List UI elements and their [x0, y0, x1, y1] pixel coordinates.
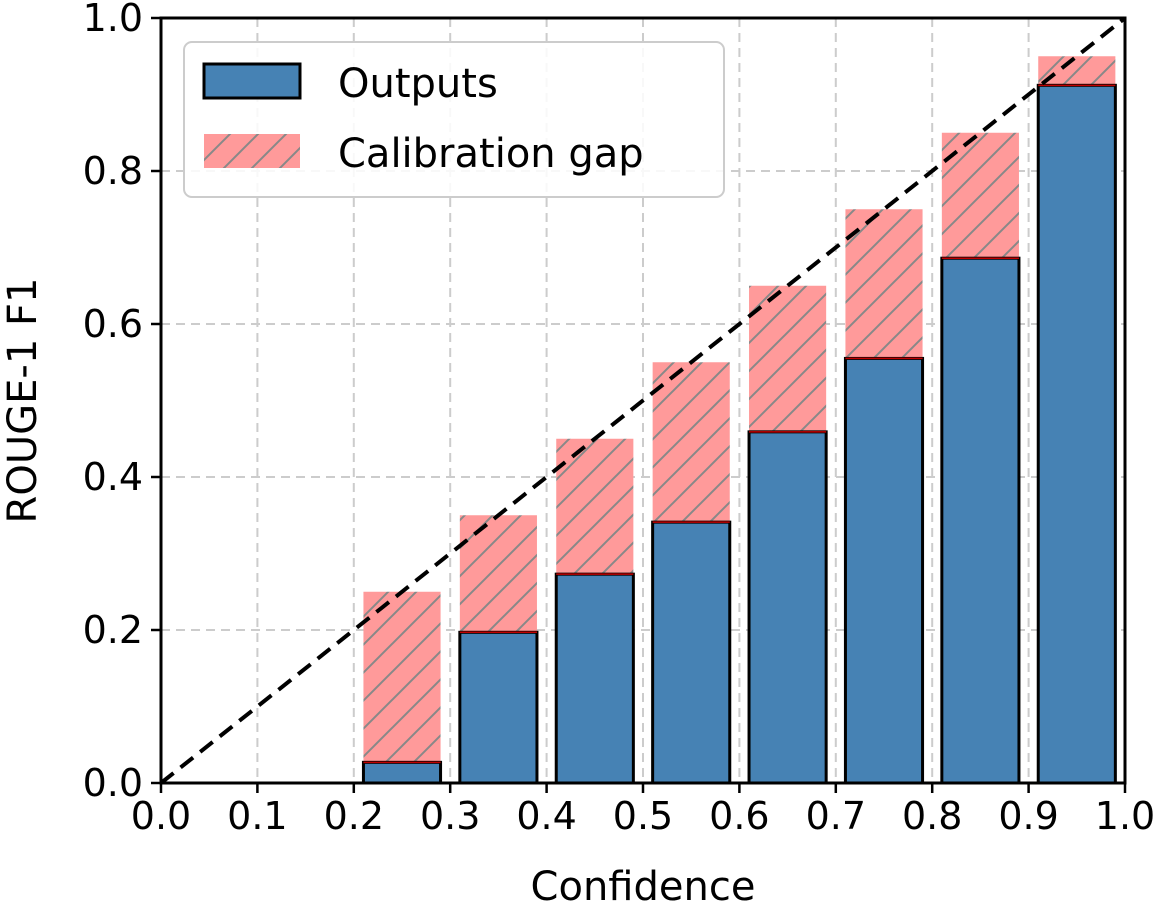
x-tick-label: 0.3 [420, 794, 480, 838]
y-axis-title: ROUGE-1 F1 [0, 278, 46, 524]
legend: Outputs Calibration gap [183, 41, 725, 198]
calibration-gap-bar [652, 362, 730, 523]
calibration-gap-bar [1038, 56, 1116, 86]
calibration-gap-bar [556, 438, 634, 575]
x-tick-label: 0.5 [613, 794, 673, 838]
calibration-gap-bar [749, 285, 827, 432]
y-tick-label: 0.8 [83, 149, 143, 193]
y-tick-label: 0.0 [83, 761, 143, 805]
legend-label-outputs: Outputs [338, 61, 498, 107]
ticks-group: 0.0 0.1 0.2 0.3 0.4 0.5 0.6 0.7 0.8 0.9 1.0 0.0 0.2 0… [83, 0, 1156, 838]
x-tick-label: 0.8 [902, 794, 962, 838]
y-tick-label: 0.4 [83, 455, 143, 499]
calibration-gap-bar [459, 515, 537, 633]
x-tick-label: 0.6 [709, 794, 769, 838]
legend-swatch-outputs [202, 62, 302, 100]
outputs-bar [651, 520, 732, 785]
x-tick-label: 0.1 [227, 794, 287, 838]
legend-label-calibration-gap: Calibration gap [338, 131, 644, 177]
calibration-gap-bar [941, 132, 1019, 259]
reference-line-group [159, 16, 1127, 785]
y-tick-label: 1.0 [83, 0, 143, 40]
outputs-bar [458, 630, 539, 785]
outputs-bar [554, 572, 635, 785]
outputs-bar [1036, 83, 1117, 785]
y-tick-label: 0.6 [83, 302, 143, 346]
x-tick-label: 0.7 [806, 794, 866, 838]
y-tick-label: 0.2 [83, 608, 143, 652]
x-tick-label: 0.2 [324, 794, 384, 838]
x-axis-title: Confidence [531, 864, 756, 908]
legend-box [183, 41, 725, 198]
outputs-bar [747, 430, 828, 785]
calibration-gap-bar [363, 591, 441, 763]
diagonal-reference-line [159, 16, 1127, 785]
outputs-bar [940, 256, 1021, 785]
outputs-bar [361, 760, 443, 785]
outputs-bar [843, 356, 925, 785]
legend-swatch-calibration-gap [204, 134, 300, 168]
x-tick-label: 0.0 [131, 794, 191, 838]
bars-group [361, 56, 1117, 785]
x-tick-label: 0.9 [998, 794, 1058, 838]
x-tick-label: 1.0 [1095, 794, 1155, 838]
x-tick-label: 0.4 [516, 794, 576, 838]
calibration-gap-bar [845, 209, 923, 359]
